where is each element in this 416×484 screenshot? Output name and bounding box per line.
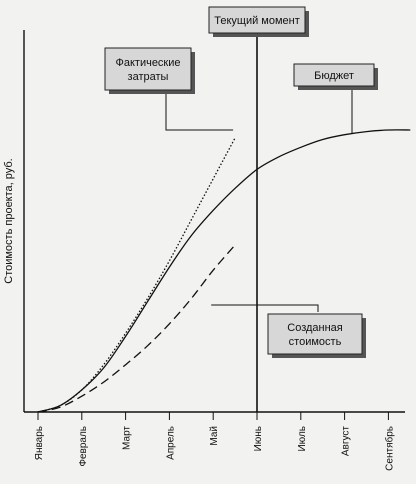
actual-costs-box-text: Фактические	[115, 57, 180, 69]
x-tick-label: Август	[341, 426, 352, 457]
actual-costs-box-text: затраты	[128, 71, 169, 83]
budget-box-frame	[293, 63, 375, 87]
series-line-1	[37, 137, 236, 413]
x-tick-label: Апрель	[165, 426, 176, 460]
actual-costs-box-frame	[104, 47, 192, 91]
series-line-2	[37, 244, 236, 413]
current-moment-box-text: Текущий момент	[214, 15, 300, 27]
x-tick-label: Март	[122, 426, 133, 450]
earned-value-box-frame	[267, 313, 363, 355]
x-tick-label: Июнь	[253, 426, 264, 451]
earned-value-leader	[211, 304, 319, 312]
budget-box-text: Бюджет	[314, 70, 354, 82]
earned-value-box-text: Созданная	[287, 322, 343, 334]
x-tick-label: Июль	[297, 426, 308, 452]
x-tick-label: Февраль	[78, 426, 89, 467]
earned-value-box: Созданная стоимость	[267, 313, 366, 358]
current-moment-box-frame	[208, 6, 306, 34]
x-tick-label: Май	[209, 426, 220, 446]
current-moment-box: Текущий момент	[208, 6, 309, 37]
actual-costs-box: Фактические затраты	[104, 47, 195, 94]
actual-costs-leader	[165, 94, 234, 131]
series-line-0	[37, 129, 411, 413]
y-axis-label: Стоимость проекта, руб.	[3, 158, 15, 284]
x-tick-label: Январь	[34, 426, 45, 460]
earned-value-box-text: стоимость	[289, 336, 342, 348]
budget-box: Бюджет	[293, 63, 378, 90]
x-tick-label: Сентябрь	[383, 426, 395, 471]
